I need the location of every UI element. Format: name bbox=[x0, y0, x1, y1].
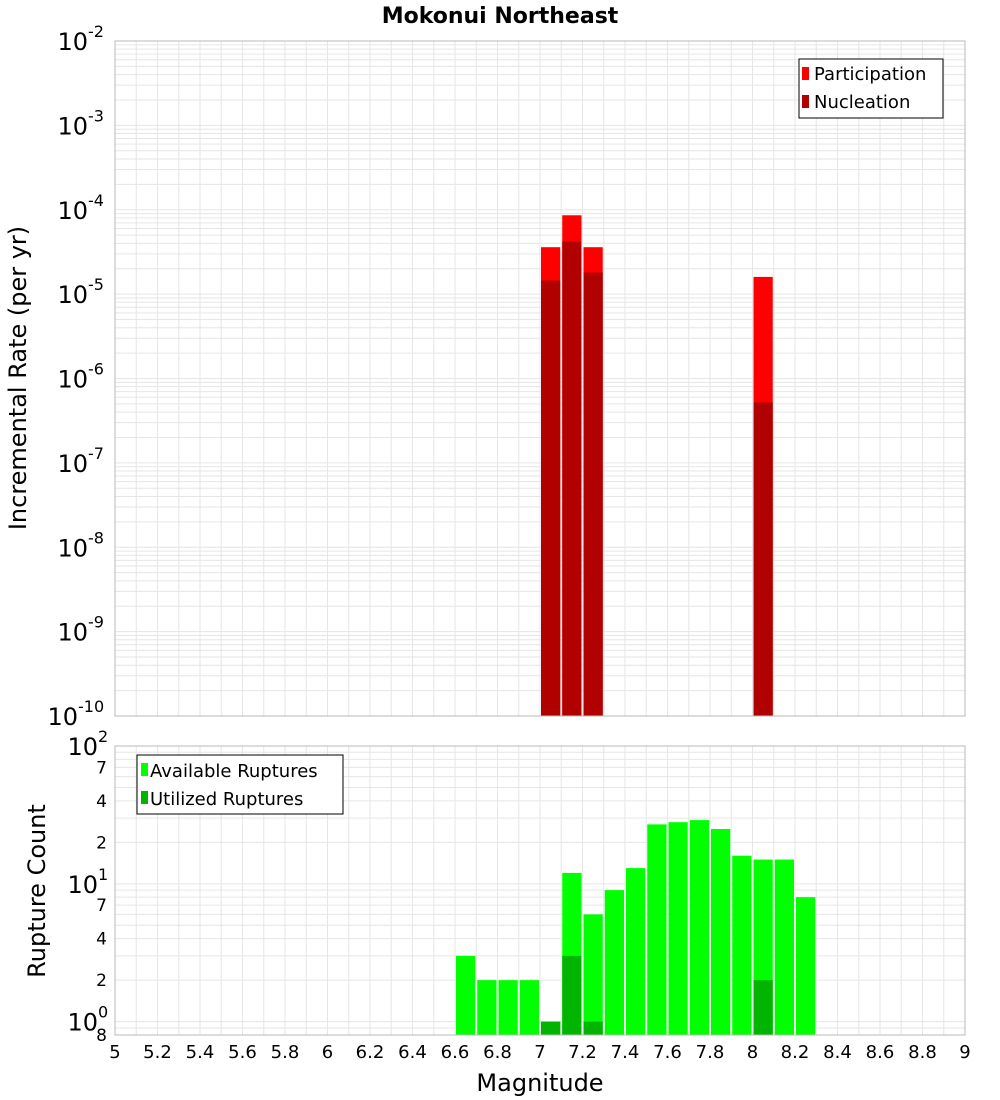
x-tick-label: 7.6 bbox=[653, 1042, 682, 1063]
bottom-bar-available-ruptures bbox=[498, 980, 518, 1035]
top-bar-nucleation bbox=[541, 280, 561, 716]
x-tick-label: 6.8 bbox=[483, 1042, 512, 1063]
x-tick-label: 7.8 bbox=[696, 1042, 725, 1063]
bottom-bar-available-ruptures bbox=[689, 820, 709, 1035]
top-legend: Participation Nucleation bbox=[798, 58, 944, 119]
top-y-tick-label: 10 bbox=[57, 28, 88, 56]
top-y-tick-exponent: -2 bbox=[88, 22, 104, 41]
bottom-y-tick-label: 4 bbox=[96, 792, 107, 812]
bottom-y-tick-exponent: 2 bbox=[98, 727, 108, 746]
top-y-tick-label: 10 bbox=[57, 534, 88, 562]
legend-label-participation: Participation bbox=[814, 64, 926, 85]
x-tick-label: 6.2 bbox=[356, 1042, 385, 1063]
top-y-tick-exponent: -8 bbox=[88, 528, 104, 547]
legend-swatch-utilized bbox=[141, 791, 148, 804]
x-tick-label: 5.2 bbox=[143, 1042, 172, 1063]
top-y-tick-label: 10 bbox=[47, 703, 78, 731]
top-bar-nucleation bbox=[753, 402, 773, 716]
bottom-bar-available-ruptures bbox=[456, 955, 476, 1035]
legend-label-available: Available Ruptures bbox=[150, 761, 318, 782]
bottom-bar-available-ruptures bbox=[711, 828, 731, 1035]
top-y-tick-label: 10 bbox=[57, 197, 88, 225]
bottom-bar-available-ruptures bbox=[583, 914, 603, 1035]
bottom-bar-utilized-ruptures bbox=[753, 980, 773, 1035]
bottom-y-tick-label: 2 bbox=[96, 833, 107, 853]
bottom-y-tick-label: 8 bbox=[96, 1026, 107, 1046]
bottom-y-tick-label: 7 bbox=[96, 896, 107, 916]
bottom-bar-available-ruptures bbox=[477, 980, 497, 1035]
x-tick-label: 6.6 bbox=[441, 1042, 470, 1063]
bottom-bar-utilized-ruptures bbox=[583, 1021, 603, 1035]
bottom-bar-available-ruptures bbox=[668, 822, 688, 1035]
x-axis-label: Magnitude bbox=[476, 1069, 603, 1097]
bottom-plot-frame bbox=[114, 745, 966, 1036]
top-bar-nucleation bbox=[583, 272, 603, 716]
bottom-bar-available-ruptures bbox=[732, 855, 752, 1035]
bottom-bar-available-ruptures bbox=[519, 980, 539, 1035]
bottom-bar-utilized-ruptures bbox=[541, 1021, 561, 1035]
x-tick-label: 7.2 bbox=[568, 1042, 597, 1063]
top-y-tick-label: 10 bbox=[57, 366, 88, 394]
x-tick-label: 5.8 bbox=[271, 1042, 300, 1063]
bottom-legend: Available Ruptures Utilized Ruptures bbox=[136, 754, 344, 815]
bottom-y-tick-label: 7 bbox=[96, 758, 107, 778]
bottom-y-tick-label: 10 bbox=[67, 871, 98, 899]
top-plot-frame bbox=[114, 40, 966, 717]
x-tick-label: 5.6 bbox=[228, 1042, 257, 1063]
x-tick-label: 8.2 bbox=[781, 1042, 810, 1063]
top-y-tick-exponent: -7 bbox=[88, 444, 104, 463]
x-tick-label: 6.4 bbox=[398, 1042, 427, 1063]
legend-swatch-available bbox=[141, 763, 148, 776]
top-y-tick-label: 10 bbox=[57, 112, 88, 140]
top-y-tick-exponent: -5 bbox=[88, 275, 104, 294]
top-y-tick-exponent: -9 bbox=[88, 613, 104, 632]
x-tick-label: 8.6 bbox=[866, 1042, 895, 1063]
bottom-bar-available-ruptures bbox=[796, 897, 816, 1035]
bottom-bar-available-ruptures bbox=[774, 859, 794, 1035]
x-tick-label: 5 bbox=[109, 1042, 120, 1063]
bottom-y-tick-label: 4 bbox=[96, 930, 107, 950]
legend-label-utilized: Utilized Ruptures bbox=[150, 789, 303, 810]
top-y-tick-exponent: -4 bbox=[88, 191, 104, 210]
top-y-tick-exponent: -6 bbox=[88, 360, 104, 379]
x-tick-label: 8.4 bbox=[823, 1042, 852, 1063]
x-tick-label: 6 bbox=[322, 1042, 333, 1063]
top-bar-nucleation bbox=[562, 241, 582, 717]
top-y-tick-label: 10 bbox=[57, 450, 88, 478]
bottom-y-tick-label: 10 bbox=[67, 733, 98, 761]
x-tick-label: 9 bbox=[959, 1042, 970, 1063]
legend-label-nucleation: Nucleation bbox=[814, 92, 910, 113]
top-y-tick-label: 10 bbox=[57, 619, 88, 647]
bottom-y-tick-exponent: 1 bbox=[98, 865, 108, 884]
top-y-tick-exponent: -3 bbox=[88, 106, 104, 125]
bottom-bar-available-ruptures bbox=[626, 868, 646, 1035]
bottom-bar-available-ruptures bbox=[604, 890, 624, 1035]
legend-swatch-nucleation bbox=[802, 95, 809, 108]
chart-title: Mokonui Northeast bbox=[382, 4, 619, 29]
bottom-y-tick-exponent: 0 bbox=[98, 1003, 108, 1022]
x-tick-label: 7 bbox=[534, 1042, 545, 1063]
bottom-y-tick-label: 10 bbox=[67, 1009, 98, 1037]
x-tick-label: 8.8 bbox=[908, 1042, 937, 1063]
bottom-bar-utilized-ruptures bbox=[562, 955, 582, 1035]
top-y-tick-exponent: -10 bbox=[78, 697, 104, 716]
x-tick-label: 5.4 bbox=[186, 1042, 215, 1063]
top-y-axis-label: Incremental Rate (per yr) bbox=[4, 226, 32, 530]
top-y-tick-label: 10 bbox=[57, 281, 88, 309]
bottom-bar-available-ruptures bbox=[647, 824, 667, 1035]
x-tick-label: 7.4 bbox=[611, 1042, 640, 1063]
bottom-y-axis-label: Rupture Count bbox=[23, 804, 51, 978]
x-tick-label: 8 bbox=[747, 1042, 758, 1063]
legend-swatch-participation bbox=[802, 67, 809, 80]
bottom-y-tick-label: 2 bbox=[96, 971, 107, 991]
